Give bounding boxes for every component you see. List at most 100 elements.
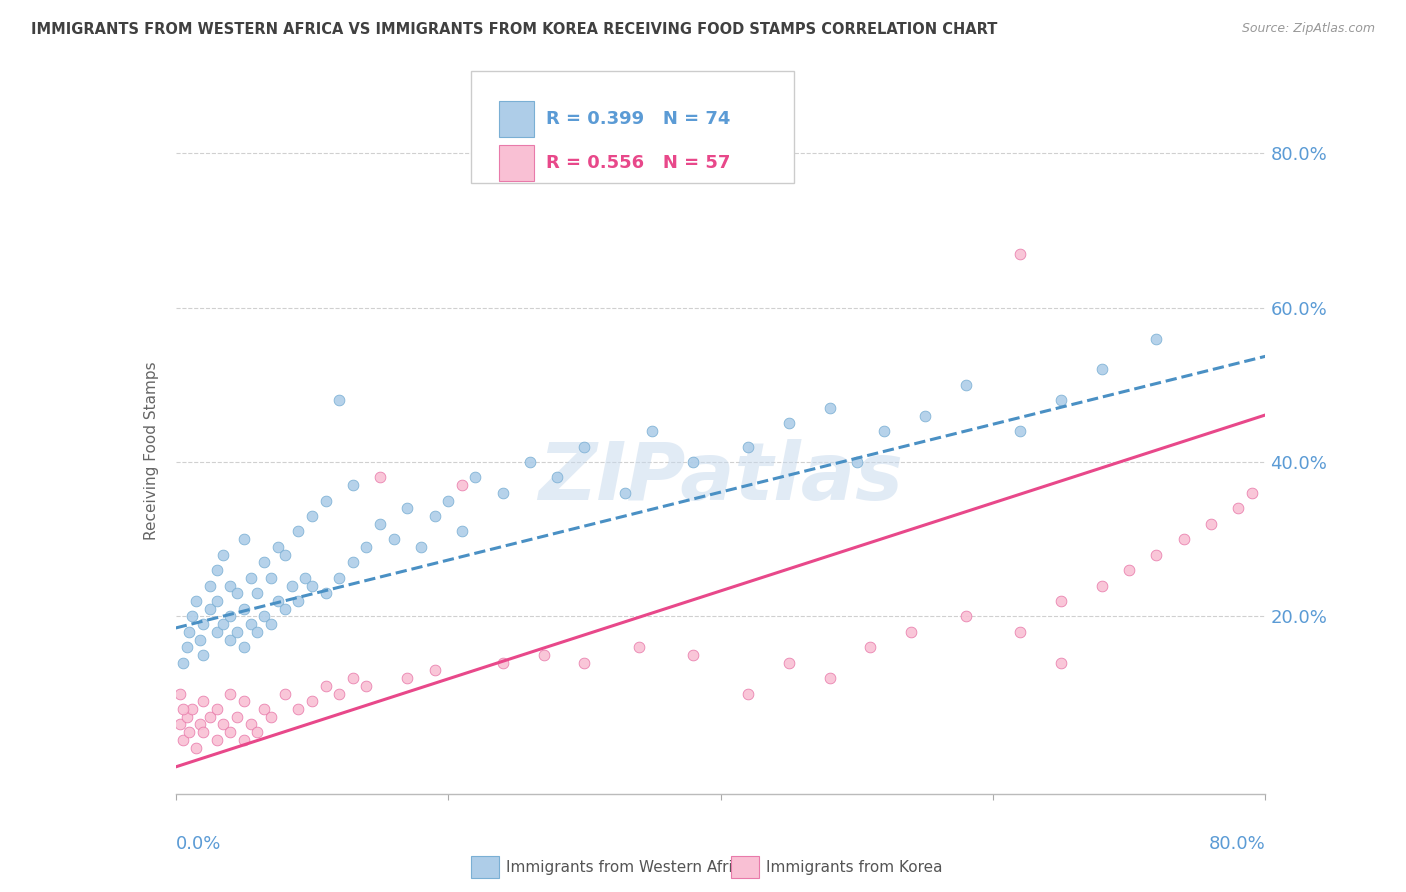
Point [342, 478, 364, 492]
Point [315, 493, 337, 508]
Point [212, 548, 235, 562]
Point [181, 702, 204, 716]
Point [219, 578, 242, 592]
Point [191, 694, 214, 708]
Point [260, 617, 283, 632]
Point [1010, 424, 1032, 438]
Point [232, 694, 254, 708]
Point [232, 732, 254, 747]
Point [1091, 578, 1114, 592]
Point [1240, 486, 1263, 500]
Point [186, 594, 208, 608]
Point [396, 501, 419, 516]
Point [682, 455, 704, 469]
Point [328, 571, 350, 585]
Point [246, 725, 269, 739]
Point [172, 732, 194, 747]
Point [246, 624, 269, 639]
Point [737, 440, 759, 454]
Point [172, 656, 194, 670]
Point [328, 687, 350, 701]
Point [219, 725, 242, 739]
Point [574, 440, 596, 454]
Point [260, 709, 283, 723]
Point [181, 609, 204, 624]
Point [368, 516, 391, 531]
Point [267, 594, 290, 608]
Point [176, 640, 198, 655]
Text: Source: ZipAtlas.com: Source: ZipAtlas.com [1241, 22, 1375, 36]
Point [533, 648, 555, 662]
Point [396, 671, 419, 685]
Point [226, 709, 249, 723]
Point [955, 377, 977, 392]
Point [188, 632, 211, 647]
Point [859, 640, 882, 655]
Point [328, 393, 350, 408]
Point [737, 687, 759, 701]
Point [914, 409, 936, 423]
Point [1050, 393, 1073, 408]
Point [169, 717, 191, 731]
Point [342, 671, 364, 685]
Point [423, 509, 446, 524]
Point [873, 424, 896, 438]
Point [232, 532, 254, 546]
Point [845, 455, 868, 469]
Point [627, 640, 650, 655]
Point [1050, 594, 1073, 608]
Point [198, 601, 221, 615]
Point [423, 664, 446, 678]
Point [219, 687, 242, 701]
Point [492, 656, 515, 670]
Point [356, 540, 378, 554]
Point [205, 563, 228, 577]
Point [179, 725, 201, 739]
Point [342, 555, 364, 569]
Point [239, 571, 262, 585]
Point [205, 624, 228, 639]
Point [1144, 332, 1167, 346]
Point [818, 401, 841, 415]
Point [1199, 516, 1222, 531]
Point [253, 609, 276, 624]
Point [778, 656, 800, 670]
Text: R = 0.556   N = 57: R = 0.556 N = 57 [546, 154, 730, 172]
Point [294, 571, 316, 585]
Point [301, 578, 323, 592]
Text: R = 0.399   N = 74: R = 0.399 N = 74 [546, 110, 730, 128]
Point [212, 617, 235, 632]
Point [574, 656, 596, 670]
Point [1144, 548, 1167, 562]
Point [267, 540, 290, 554]
Text: 0.0%: 0.0% [176, 835, 221, 853]
Point [955, 609, 977, 624]
Point [315, 586, 337, 600]
Point [179, 624, 201, 639]
Point [274, 687, 297, 701]
Point [260, 571, 283, 585]
Point [205, 732, 228, 747]
Point [198, 578, 221, 592]
Point [301, 509, 323, 524]
Point [382, 532, 405, 546]
Point [900, 624, 922, 639]
Point [437, 493, 460, 508]
Point [186, 740, 208, 755]
Text: Immigrants from Western Africa: Immigrants from Western Africa [506, 860, 751, 874]
Text: ZIPatlas: ZIPatlas [538, 439, 903, 517]
Point [239, 717, 262, 731]
Point [172, 702, 194, 716]
Point [253, 702, 276, 716]
Point [191, 617, 214, 632]
Point [614, 486, 637, 500]
Point [274, 548, 297, 562]
Point [287, 594, 309, 608]
Point [253, 555, 276, 569]
Point [778, 417, 800, 431]
Text: 80.0%: 80.0% [1209, 835, 1265, 853]
Point [492, 486, 515, 500]
Point [1010, 624, 1032, 639]
Point [1010, 246, 1032, 260]
Point [315, 679, 337, 693]
